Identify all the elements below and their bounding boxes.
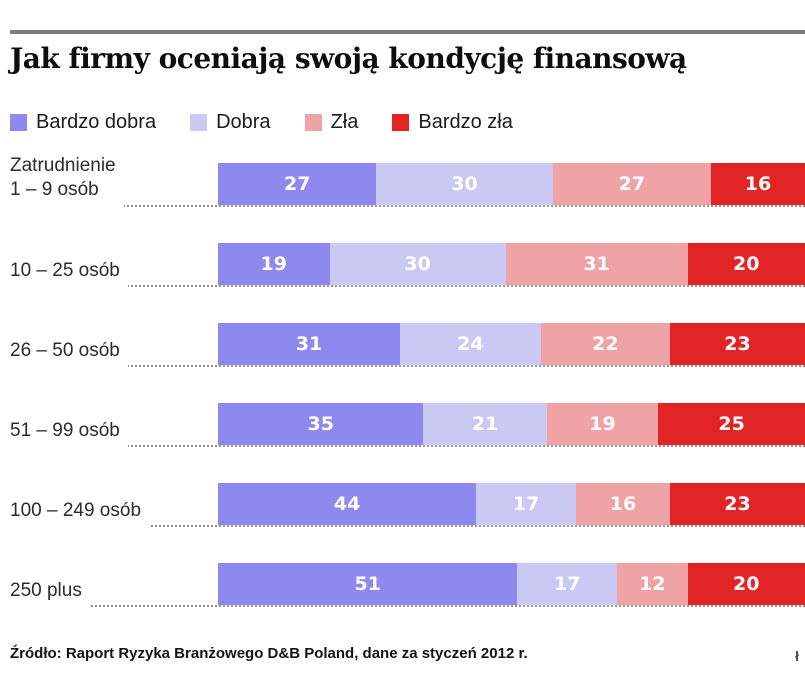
stacked-bar: 27 30 27 16 [218,163,805,205]
stacked-bar: 44 17 16 23 [218,483,805,525]
dotted-leader [10,365,805,367]
segment-value: 16 [744,173,772,195]
dotted-leader [10,285,805,287]
bar-segment: 27 [218,163,377,205]
bar-segment: 23 [669,483,805,525]
stacked-bar: 31 24 22 23 [218,323,805,365]
bar-segment: 12 [617,563,688,605]
segment-value: 17 [512,493,540,515]
segment-value: 31 [583,253,610,275]
segment-value: 44 [333,493,361,515]
segment-value: 22 [592,333,619,355]
stacked-bar: 19 30 31 20 [218,243,805,285]
bar-segment: 22 [540,323,670,365]
segment-value: 23 [724,333,751,355]
dotted-leader [10,605,805,607]
dotted-leader [10,205,805,207]
legend-swatch-icon [10,113,27,131]
category-label: 100 – 249 osób [10,499,150,529]
dotted-leader [10,445,805,447]
segment-value: 23 [724,493,751,515]
category-label: 51 – 99 osób [10,419,128,449]
chart-title: Jak firmy oceniają swoją kondycję finans… [10,42,687,75]
legend-item: Bardzo dobra [10,111,156,133]
top-rule [10,30,805,34]
bar-segment: 16 [576,483,670,525]
bar-segment: 17 [517,563,618,605]
bar-segment: 30 [376,163,553,205]
chart-row: 250 plus 51 17 12 20 [0,550,805,630]
segment-value: 27 [618,173,646,195]
legend-label: Bardzo dobra [36,111,157,133]
legend-swatch-icon [190,113,208,131]
legend-item: Bardzo zła [392,111,513,133]
legend-label: Bardzo zła [418,111,513,133]
chart-row: Zatrudnienie 1 – 9 osób 27 30 27 16 [0,150,805,230]
bar-segment: 35 [218,403,424,445]
chart: Zatrudnienie 1 – 9 osób 27 30 27 16 10 – 25 os… [0,150,805,630]
legend-item: Zła [304,111,359,133]
bar-segment: 44 [218,483,477,525]
legend-label: Zła [330,111,359,133]
segment-value: 20 [733,573,760,595]
segment-value: 30 [404,253,431,275]
segment-value: 35 [307,413,334,435]
watermark-glyph: ł [795,648,799,664]
segment-value: 12 [639,573,666,595]
legend-item: Dobra [190,111,271,133]
bar-segment: 20 [687,563,805,605]
stacked-bar: 51 17 12 20 [218,563,805,605]
category-label: Zatrudnienie 1 – 9 osób [10,154,124,208]
category-label: 10 – 25 osób [10,259,128,289]
segment-value: 19 [260,253,287,275]
segment-value: 20 [733,253,760,275]
bar-segment: 20 [687,243,805,285]
bar-segment: 19 [546,403,659,445]
legend-swatch-icon [392,113,410,131]
chart-row: 100 – 249 osób 44 17 16 23 [0,470,805,550]
segment-value: 51 [354,573,381,595]
dotted-leader [10,525,805,527]
chart-row: 10 – 25 osób 19 30 31 20 [0,230,805,310]
bar-segment: 16 [711,163,805,205]
segment-value: 17 [554,573,581,595]
segment-value: 21 [471,413,499,435]
bar-segment: 21 [423,403,547,445]
bar-segment: 51 [218,563,518,605]
chart-row: 51 – 99 osób 35 21 19 25 [0,390,805,470]
stacked-bar: 35 21 19 25 [218,403,805,445]
bar-segment: 24 [399,323,541,365]
segment-value: 25 [718,413,745,435]
category-label: 250 plus [10,579,90,609]
bar-segment: 25 [658,403,805,445]
legend-swatch-icon [304,113,322,131]
legend-label: Dobra [216,111,271,133]
bar-segment: 31 [505,243,688,285]
bar-segment: 19 [218,243,330,285]
segment-value: 27 [284,173,311,195]
segment-value: 16 [609,493,637,515]
legend: Bardzo dobra Dobra Zła Bardzo zła [10,110,805,134]
bar-segment: 30 [329,243,506,285]
segment-value: 31 [295,333,323,355]
source-note: Źródło: Raport Ryzyka Branżowego D&B Pol… [10,645,528,662]
bar-segment: 27 [552,163,712,205]
segment-value: 24 [457,333,484,355]
chart-row: 26 – 50 osób 31 24 22 23 [0,310,805,390]
segment-value: 19 [589,413,616,435]
segment-value: 30 [451,173,478,195]
bar-segment: 31 [218,323,400,365]
category-label: 26 – 50 osób [10,339,128,369]
bar-segment: 17 [476,483,577,525]
bar-segment: 23 [669,323,805,365]
